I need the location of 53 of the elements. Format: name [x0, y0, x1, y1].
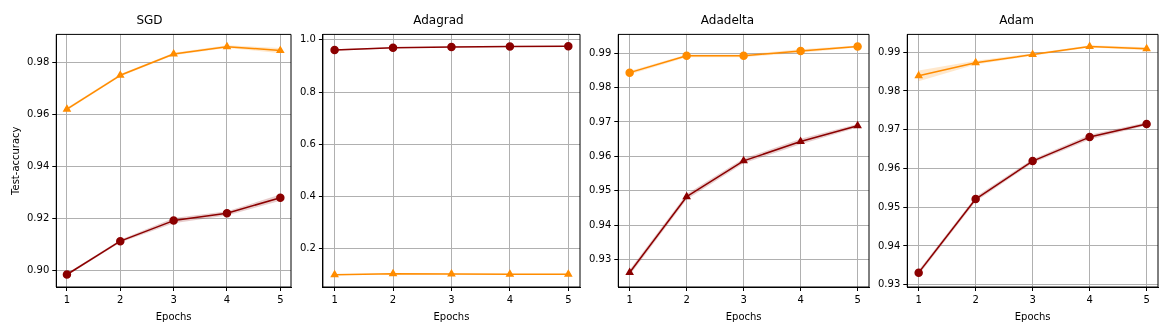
- x-tick-label: 5: [277, 293, 284, 305]
- chart-title: Adagrad: [413, 13, 464, 28]
- chart-title: SGD: [136, 13, 163, 28]
- x-tick-label: 5: [565, 293, 572, 305]
- y-tick-label: 0.92: [27, 212, 50, 224]
- y-tick-label: 0.97: [589, 115, 612, 127]
- x-tick-label: 1: [626, 293, 633, 305]
- x-tick-label: 4: [1086, 293, 1093, 305]
- x-tick-label: 5: [1143, 293, 1150, 305]
- y-tick-label: 0.97: [878, 123, 901, 135]
- y-tick-label: 0.99: [589, 46, 612, 58]
- y-axis-title: Test-accuracy: [9, 126, 21, 196]
- y-tick-label: 0.94: [589, 218, 612, 230]
- x-tick-label: 2: [389, 293, 397, 305]
- y-tick-label: 0.99: [878, 45, 901, 57]
- y-tick-label: 0.94: [878, 239, 901, 251]
- x-tick-label: 1: [915, 293, 922, 305]
- x-axis-title: Epochs: [155, 310, 192, 322]
- chart-title: Adam: [999, 13, 1034, 28]
- x-tick-label: 4: [797, 293, 804, 305]
- y-tick-label: 0.94: [27, 160, 50, 172]
- y-tick-label: 0.98: [589, 81, 612, 93]
- x-tick-label: 2: [683, 293, 690, 305]
- y-tick-label: 0.98: [27, 55, 50, 67]
- y-tick-label: 0.98: [878, 84, 901, 96]
- x-tick-label: 3: [170, 293, 177, 305]
- x-tick-label: 1: [331, 293, 338, 305]
- y-tick-label: 0.93: [878, 278, 901, 290]
- y-tick-label: 0.8: [300, 85, 316, 97]
- y-tick-label: 0.95: [589, 184, 612, 196]
- x-tick-label: 3: [740, 293, 747, 305]
- y-tick-label: 0.4: [300, 190, 316, 202]
- y-tick-label: 0.96: [27, 107, 50, 119]
- x-tick-label: 3: [448, 293, 455, 305]
- y-tick-label: 0.93: [589, 253, 612, 265]
- chart-title: Adadelta: [700, 13, 755, 28]
- y-tick-label: 0.2: [300, 242, 316, 254]
- x-tick-label: 1: [63, 293, 71, 305]
- x-tick-label: 4: [223, 293, 231, 305]
- x-tick-label: 3: [1029, 293, 1036, 305]
- x-tick-label: 2: [117, 293, 124, 305]
- x-axis-title: Epochs: [1014, 310, 1051, 322]
- y-tick-label: 0.90: [27, 264, 50, 276]
- y-tick-label: 0.95: [878, 200, 901, 212]
- y-tick-label: 0.96: [589, 149, 612, 161]
- x-axis-title: Epochs: [433, 310, 470, 322]
- y-tick-label: 0.96: [878, 162, 901, 174]
- y-tick-label: 1.0: [300, 33, 316, 45]
- x-tick-label: 5: [854, 293, 861, 305]
- x-tick-label: 4: [506, 293, 514, 305]
- y-tick-label: 0.6: [300, 137, 316, 149]
- x-tick-label: 2: [972, 293, 979, 305]
- x-axis-title: Epochs: [725, 310, 762, 322]
